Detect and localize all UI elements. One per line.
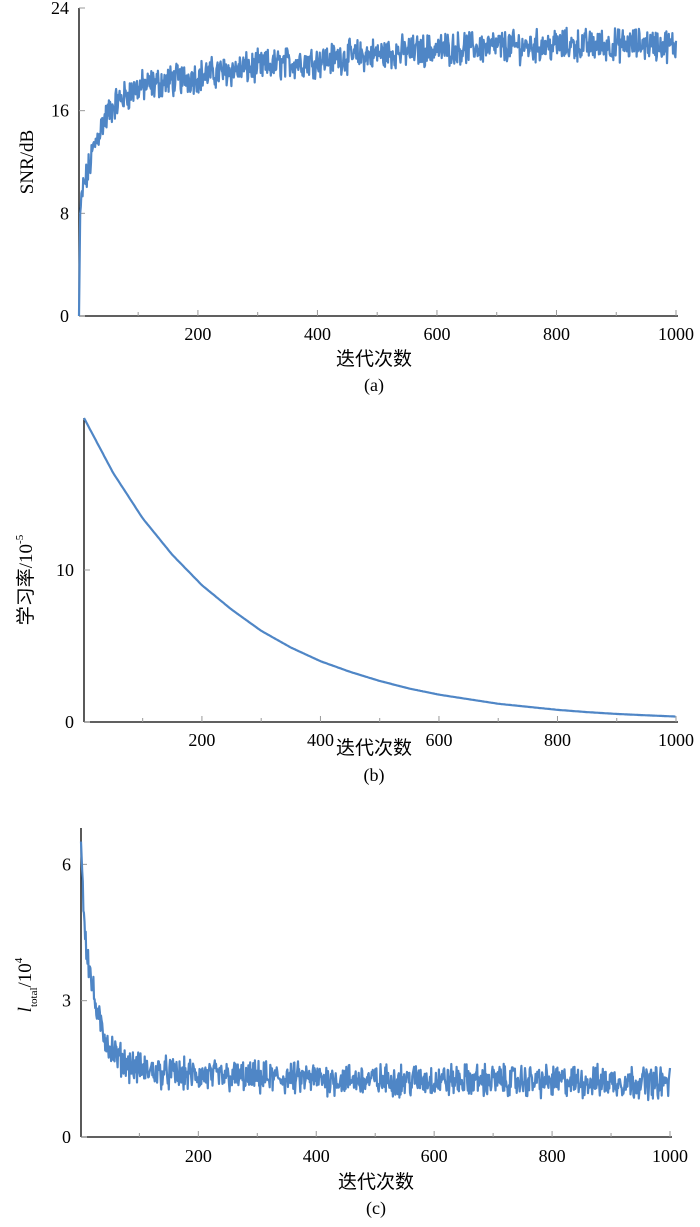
x-tick-label: 800	[539, 1146, 566, 1166]
y-tick-label: 8	[60, 203, 69, 223]
x-tick-label: 800	[543, 324, 570, 344]
series-line	[77, 26, 678, 317]
x-tick-label: 1000	[658, 730, 694, 750]
x-axis-title-a: 迭代次数	[336, 348, 412, 370]
x-tick-label: 400	[304, 324, 331, 344]
y-tick-label: 6	[62, 854, 71, 874]
y-axis-title-c-unit: /10	[15, 963, 36, 987]
series-line	[79, 841, 672, 1102]
y-axis-title-c-exp: 4	[13, 957, 25, 963]
x-tick-label: 600	[425, 730, 452, 750]
x-tick-label: 600	[423, 324, 450, 344]
y-axis-title-b-exp: -5	[14, 534, 26, 544]
x-tick-label: 1000	[652, 1146, 688, 1166]
x-tick-label: 200	[185, 1146, 212, 1166]
x-tick-label: 600	[421, 1146, 448, 1166]
y-axis-title-a: SNR/dB	[17, 130, 38, 194]
panel-c: 200 400 600 800 1000 0 3 6 ltotal/104 迭代次数 (c)	[13, 828, 688, 1219]
x-tick-label: 200	[188, 730, 215, 750]
ticks-a: 200 400 600 800 1000 0 8 16 24	[51, 0, 694, 344]
y-axis-title-b: 学习率/10-5	[14, 534, 37, 625]
y-axis-title-b-unit: /10	[16, 544, 37, 568]
panel-a: 200 400 600 800 1000 0 8 16 24 SNR/dB 迭代次数 (a)	[17, 0, 694, 396]
y-axis-title-c: ltotal/104	[13, 957, 40, 1012]
panel-b: 200 400 600 800 1000 0 10 学习率/10-5 迭代次数 (b)	[14, 417, 694, 786]
y-tick-label: 0	[62, 1127, 71, 1147]
x-tick-label: 1000	[658, 324, 694, 344]
x-tick-label: 200	[184, 324, 211, 344]
x-axis-title-c: 迭代次数	[338, 1171, 414, 1193]
caption-c: (c)	[366, 1198, 386, 1219]
y-tick-label: 0	[65, 712, 74, 732]
ticks-b: 200 400 600 800 1000 0 10	[56, 560, 694, 750]
series-line	[83, 417, 676, 718]
y-tick-label: 0	[60, 306, 69, 326]
y-tick-label: 16	[51, 101, 69, 121]
y-tick-label: 3	[62, 991, 71, 1011]
y-tick-label: 24	[51, 0, 69, 18]
x-tick-label: 400	[307, 730, 334, 750]
caption-a: (a)	[364, 375, 384, 396]
y-axis-title-c-main: l	[15, 1007, 36, 1012]
y-axis-title-c-sub: total	[28, 987, 40, 1007]
caption-b: (b)	[364, 765, 385, 786]
y-tick-label: 10	[56, 560, 74, 580]
x-tick-label: 400	[303, 1146, 330, 1166]
x-axis-title-b: 迭代次数	[336, 737, 412, 759]
ticks-c: 200 400 600 800 1000 0 3 6	[62, 854, 688, 1166]
x-tick-label: 800	[544, 730, 571, 750]
y-axis-title-b-main: 学习率	[15, 568, 37, 625]
